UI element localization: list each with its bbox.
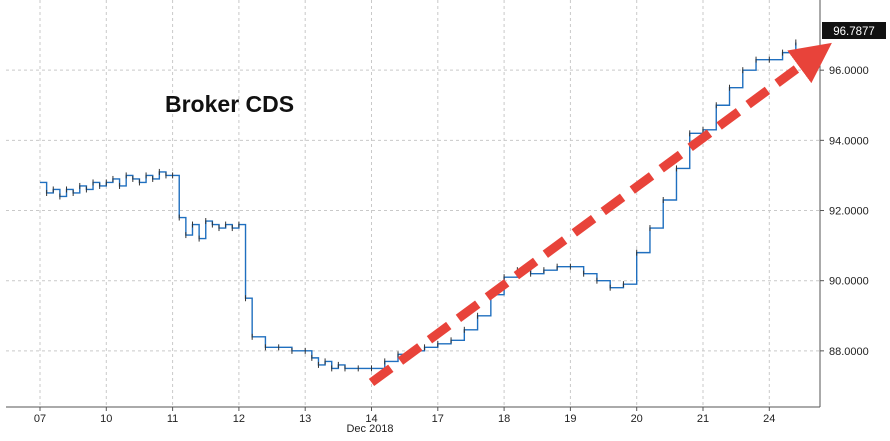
x-tick-label: 11 [167, 413, 178, 425]
x-tick-label: 10 [100, 413, 112, 425]
y-tick-label: 96.0000 [829, 65, 869, 77]
x-tick-label: 21 [697, 413, 709, 425]
grid-lines [6, 0, 820, 407]
x-tick-label: 17 [432, 413, 444, 425]
y-tick-labels: 88.0000 90.0000 92.0000 94.0000 96.0000 [820, 65, 869, 358]
y-tick-label: 90.0000 [829, 276, 869, 288]
trend-arrow [368, 42, 832, 387]
y-tick-label: 88.0000 [829, 346, 869, 358]
trend-arrow-line [368, 42, 832, 387]
y-tick-label: 92.0000 [829, 206, 869, 218]
x-tick-label: 24 [763, 413, 775, 425]
x-tick-label: 19 [564, 413, 576, 425]
last-value-badge-bg [822, 22, 886, 39]
axes [6, 0, 821, 408]
series-line [40, 42, 797, 370]
x-tick-label: 07 [34, 413, 46, 425]
series-broker-cds [40, 39, 797, 372]
x-tick-label: 20 [631, 413, 643, 425]
chart-title: Broker CDS [165, 91, 294, 117]
x-tick-labels: 07 10 11 12 13 14 17 18 19 20 21 24 [34, 407, 775, 425]
x-tick-label: 18 [498, 413, 510, 425]
last-value-badge: 96.7877 [822, 22, 886, 39]
x-tick-label: 14 [365, 413, 377, 425]
x-tick-label: 13 [299, 413, 311, 425]
last-value-label: 96.7877 [833, 26, 875, 38]
x-axis-label: Dec 2018 [346, 423, 393, 435]
x-tick-label: 12 [233, 413, 245, 425]
y-tick-label: 94.0000 [829, 135, 869, 147]
